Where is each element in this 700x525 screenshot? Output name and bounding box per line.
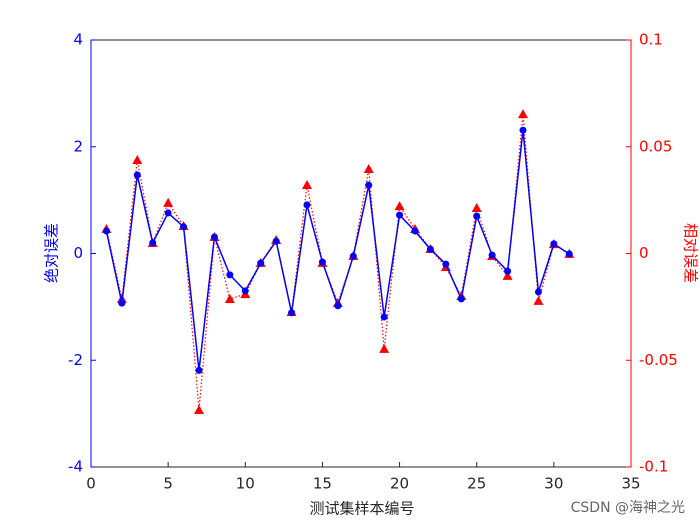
point-marker [394,201,405,211]
point-marker [163,197,174,207]
x-tick-label: 15 [313,475,332,493]
y-tick-label: 0 [73,244,83,262]
point-marker [457,295,465,303]
point-marker [471,203,482,213]
point-marker [442,260,450,268]
point-marker [210,233,218,241]
point-marker [533,295,544,305]
point-marker [241,287,249,295]
x-tick-label: 20 [390,475,409,493]
point-marker [519,126,527,134]
point-marker [502,270,513,280]
watermark: CSDN @海神之光 [571,500,685,516]
y2-tick-label: 0.1 [639,31,663,49]
point-marker [272,237,280,245]
point-marker [224,293,235,303]
point-marker [118,299,126,307]
x-tick-label: 30 [544,475,563,493]
point-marker [303,201,311,209]
point-marker [334,302,342,310]
point-marker [195,366,203,374]
x-tick-label: 5 [163,475,173,493]
point-marker [411,227,419,235]
point-marker [504,267,512,275]
point-marker [102,227,110,235]
x-tick-label: 10 [236,475,255,493]
y2-tick-label: 0 [639,244,649,262]
point-marker [379,343,390,353]
point-marker [550,240,558,248]
x-axis-label: 测试集样本编号 [309,500,414,518]
point-marker [426,245,434,253]
point-marker [363,163,374,173]
point-marker [534,288,542,296]
y-tick-label: 4 [73,31,83,49]
point-marker [396,211,404,219]
x-tick-label: 0 [86,475,96,493]
y-tick-label: -4 [68,458,83,476]
point-marker [194,404,204,414]
y2-tick-label: 0.05 [639,137,672,155]
point-marker [226,271,234,279]
y-tick-label: -2 [68,351,83,369]
point-marker [518,109,528,119]
point-marker [380,313,388,321]
point-marker [180,223,188,231]
point-marker [365,181,373,189]
point-marker [488,251,496,259]
y2-tick-label: -0.05 [639,351,678,369]
point-marker [132,154,143,164]
x-tick-label: 25 [467,475,486,493]
point-marker [257,259,265,267]
point-marker [302,179,312,189]
point-marker [318,258,326,266]
y2-axis-label: 相对误差 [682,223,700,283]
y2-tick-label: -0.1 [639,458,668,476]
series-line [105,130,570,371]
point-marker [133,171,141,179]
point-marker [288,309,296,317]
point-marker [149,239,157,247]
point-marker [349,252,357,260]
point-marker [473,212,481,220]
point-marker [164,209,172,217]
point-marker [565,250,573,258]
y-axis-label: 绝对误差 [43,223,61,283]
x-tick-label: 35 [621,475,640,493]
y-tick-label: 2 [73,137,83,155]
